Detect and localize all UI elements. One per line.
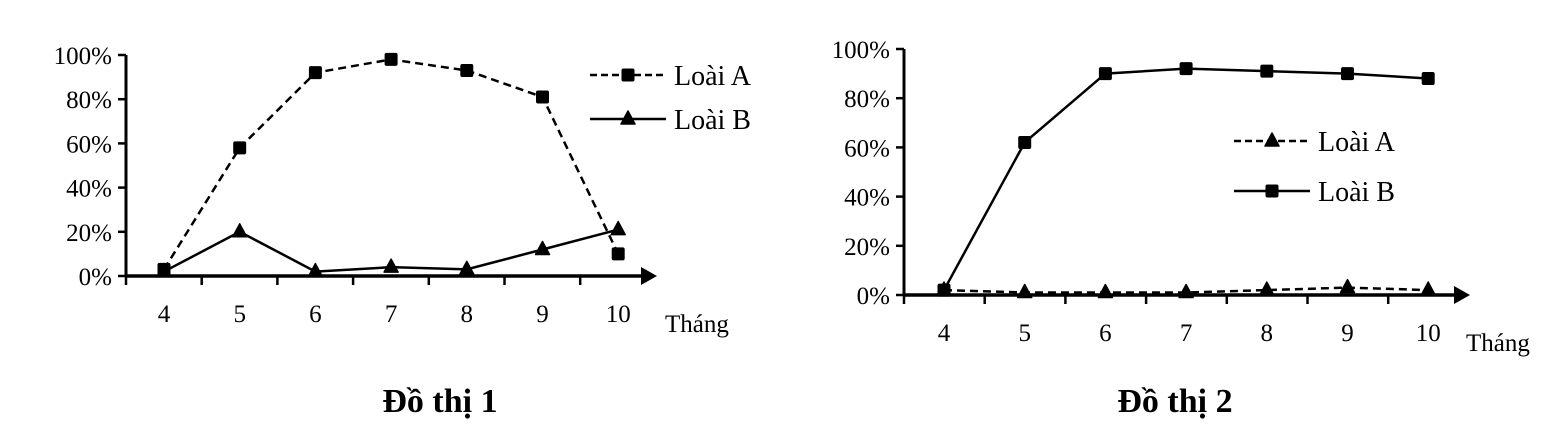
x-tick-label: 7 — [385, 301, 398, 328]
chart-1: 0% 20% 40% 60% 80% 100% 4 5 6 7 8 9 10 Tháng Loài A Loà… — [0, 0, 780, 426]
y-tick-label: 100% — [54, 43, 112, 70]
x-tick-label: 6 — [309, 301, 322, 328]
chart-2-title: Đồ thị 2 — [1117, 383, 1233, 420]
y-tick-label: 100% — [832, 37, 890, 64]
square-marker-icon — [937, 283, 951, 297]
y-tick-label: 80% — [844, 86, 890, 113]
square-marker-icon — [1179, 62, 1193, 76]
x-tick-label: 4 — [938, 320, 951, 347]
square-marker-icon — [233, 141, 247, 155]
triangle-marker-icon — [1259, 281, 1275, 296]
y-tick-label: 40% — [844, 185, 890, 212]
x-axis-title: Tháng — [1466, 330, 1530, 357]
triangle-marker-icon — [1420, 281, 1436, 296]
y-tick-label: 60% — [844, 135, 890, 162]
y-tick-label: 0% — [857, 283, 890, 310]
triangle-marker-icon — [1016, 283, 1033, 299]
chart-1-title: Đồ thị 1 — [382, 383, 498, 420]
x-tick-label: 8 — [1261, 320, 1274, 347]
square-marker-icon — [536, 90, 549, 104]
square-marker-icon — [1018, 135, 1032, 149]
y-tick-label: 80% — [66, 87, 112, 114]
triangle-marker-icon — [610, 220, 626, 236]
legend-square-marker-icon — [621, 68, 635, 82]
legend-label-loai-b: Loài B — [1318, 177, 1395, 208]
x-tick-label: 7 — [1180, 320, 1193, 347]
square-marker-icon — [1098, 67, 1112, 81]
triangle-marker-icon — [307, 262, 324, 278]
legend-triangle-marker-icon — [1264, 132, 1280, 147]
chart-2-plot: 0% 20% 40% 60% 80% 100% 4 5 6 7 8 9 10 Tháng Loài A Loà… — [832, 37, 1531, 357]
x-axis-title: Tháng — [665, 311, 729, 338]
triangle-marker-icon — [383, 258, 399, 273]
square-marker-icon — [308, 66, 322, 80]
x-tick-label: 8 — [461, 301, 474, 328]
x-tick-label: 4 — [158, 301, 171, 328]
triangle-marker-icon — [459, 260, 475, 276]
x-tick-label: 5 — [1018, 320, 1031, 347]
triangle-marker-icon — [231, 223, 248, 238]
triangle-marker-icon — [1097, 283, 1114, 299]
square-marker-icon — [1341, 67, 1354, 81]
x-tick-label: 9 — [536, 301, 549, 328]
y-tick-label: 40% — [66, 176, 112, 203]
triangle-marker-icon — [1339, 278, 1356, 294]
y-tick-label: 20% — [66, 220, 112, 247]
legend-square-marker-icon — [1265, 184, 1279, 198]
x-tick-label: 6 — [1099, 320, 1112, 347]
y-tick-label: 20% — [844, 234, 890, 261]
x-tick-label: 9 — [1341, 320, 1354, 347]
square-marker-icon — [1421, 72, 1435, 86]
triangle-marker-icon — [1178, 283, 1194, 299]
square-marker-icon — [460, 63, 474, 77]
x-axis-arrow-icon — [641, 267, 657, 285]
y-tick-label: 60% — [66, 131, 112, 158]
legend-label-loai-a: Loài A — [1318, 127, 1396, 158]
legend-label-loai-b: Loài B — [674, 105, 751, 136]
legend-triangle-marker-icon — [620, 110, 636, 125]
square-marker-icon — [611, 247, 625, 261]
x-tick-label: 10 — [1416, 320, 1441, 347]
square-marker-icon — [1260, 64, 1274, 78]
x-tick-label: 10 — [606, 301, 631, 328]
y-tick-label: 0% — [79, 264, 112, 291]
x-tick-label: 5 — [233, 301, 246, 328]
legend-label-loai-a: Loài A — [674, 61, 752, 92]
square-marker-icon — [384, 52, 398, 66]
triangle-marker-icon — [156, 262, 172, 278]
x-axis-arrow-icon — [1454, 286, 1470, 304]
chart-1-plot: 0% 20% 40% 60% 80% 100% 4 5 6 7 8 9 10 Tháng Loài A Loà… — [54, 43, 752, 338]
triangle-marker-icon — [534, 240, 551, 256]
